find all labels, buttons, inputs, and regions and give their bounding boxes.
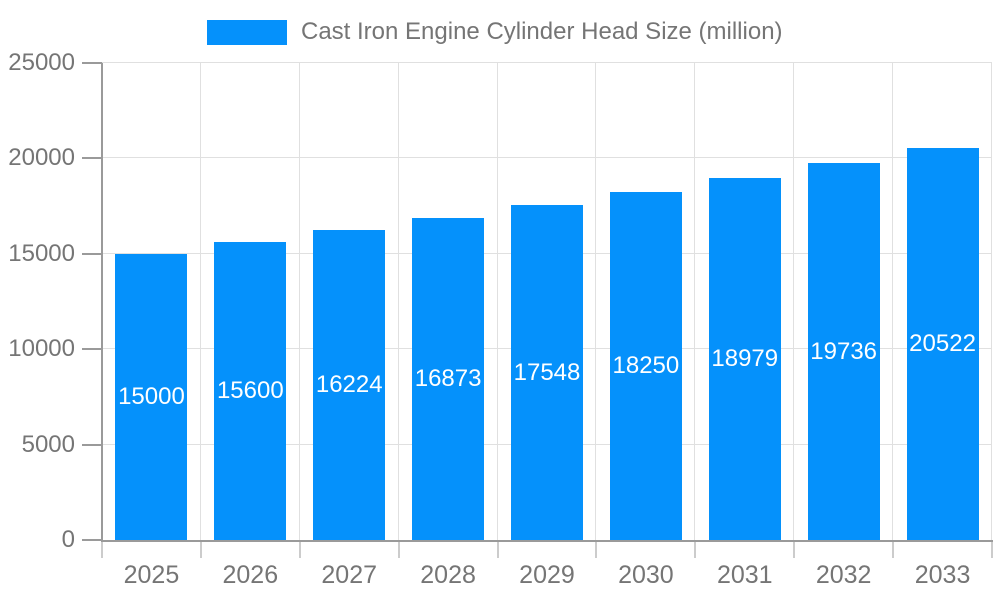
gridline-vertical [298,63,300,540]
x-axis-line [101,540,993,542]
legend-swatch-icon [207,20,287,45]
y-tick-label: 15000 [8,239,75,267]
bar-2033[interactable] [906,148,979,540]
y-axis-tick [82,539,102,541]
bar-2026[interactable] [214,242,287,540]
y-tick-label: 5000 [21,430,75,458]
bar-value-label: 18979 [711,344,779,372]
x-axis-tick [892,540,895,558]
y-axis-line [101,63,103,542]
bar-value-label: 15000 [118,382,185,410]
bar-value-label: 15600 [216,377,284,405]
gridline-horizontal [102,157,992,159]
gridline-vertical [199,63,201,540]
legend-label: Cast Iron Engine Cylinder Head Size (mil… [301,18,783,45]
y-axis-tick [82,348,102,351]
y-tick-label: 10000 [8,335,75,363]
x-axis-tick [199,540,202,558]
y-tick-label: 25000 [8,49,75,76]
x-tick-label: 2029 [519,561,575,589]
y-axis-tick [82,62,102,64]
x-tick-label: 2025 [123,561,180,589]
x-axis-tick [694,540,697,558]
gridline-vertical [694,63,696,540]
x-tick-label: 2026 [222,561,279,589]
y-axis-tick [82,157,102,160]
bar-value-label: 19736 [810,337,878,365]
x-tick-label: 2033 [914,561,971,589]
gridline-vertical [496,63,498,540]
y-axis-tick [82,252,102,255]
bar-value-label: 20522 [909,330,976,358]
gridline-horizontal [102,62,992,63]
x-tick-label: 2030 [618,561,674,589]
x-axis-tick [298,540,301,558]
legend: Cast Iron Engine Cylinder Head Size (mil… [0,0,1000,55]
bar-value-label: 18250 [612,351,680,379]
y-axis-tick [82,443,102,446]
bar-2025[interactable] [115,253,188,540]
x-axis-tick [496,540,499,558]
bar-2029[interactable] [511,205,583,540]
x-axis-tick [397,540,400,558]
x-tick-label: 2028 [420,561,476,589]
gridline-vertical [793,63,795,540]
x-tick-label: 2031 [716,561,773,589]
x-axis-tick [101,540,103,558]
bar-value-label: 17548 [513,358,581,386]
x-tick-label: 2027 [321,561,378,589]
x-axis-tick [793,540,796,558]
bar-2030[interactable] [609,191,682,540]
bar-2028[interactable] [412,218,485,540]
gridline-vertical [991,63,992,540]
y-tick-label: 20000 [8,144,75,172]
gridline-vertical [595,63,597,540]
x-tick-label: 2032 [815,561,872,589]
x-axis-tick [595,540,598,558]
bar-value-label: 16224 [315,371,383,399]
bar-2031[interactable] [708,177,781,540]
bar-2032[interactable] [807,163,880,540]
bar-value-label: 16873 [414,365,482,393]
bar-2027[interactable] [313,230,386,540]
gridline-vertical [892,63,894,540]
x-axis-tick [991,540,993,558]
y-tick-label: 0 [61,526,75,553]
gridline-vertical [397,63,399,540]
